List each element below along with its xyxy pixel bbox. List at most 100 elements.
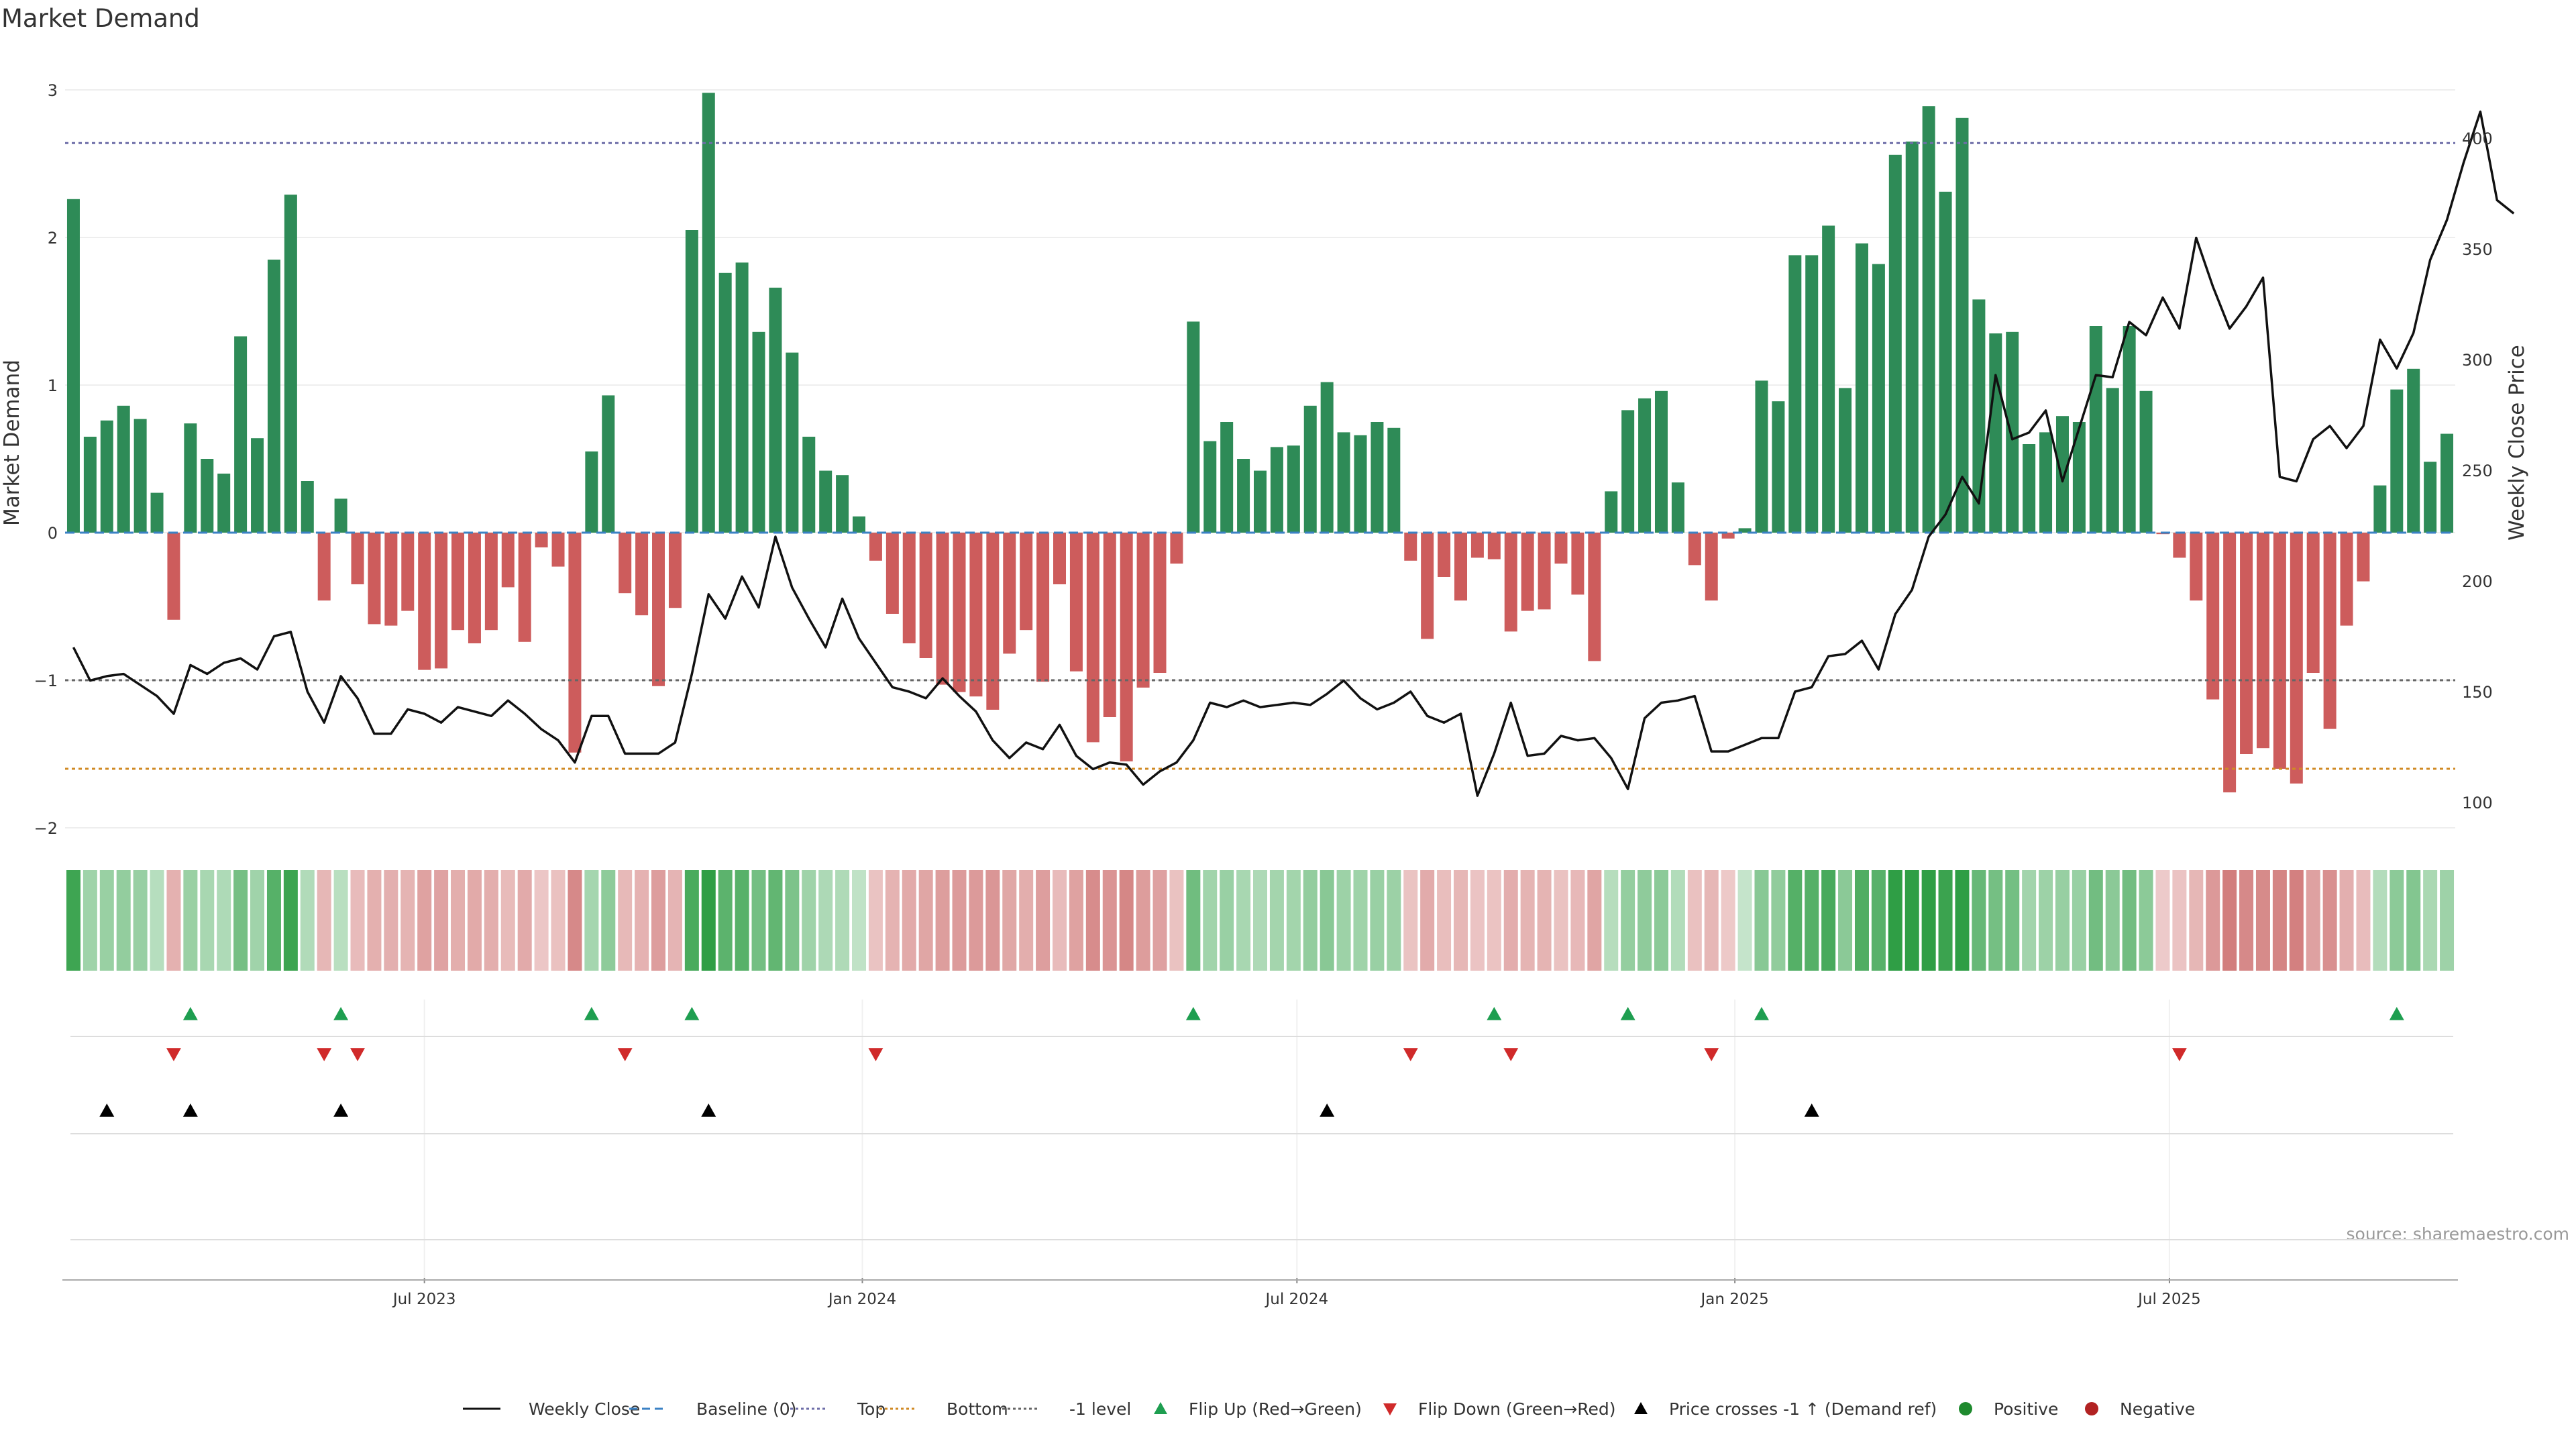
heat-cell	[183, 870, 198, 971]
demand-bar	[2273, 533, 2286, 769]
y2-tick-label: 150	[2462, 683, 2493, 702]
demand-bar	[150, 492, 164, 533]
demand-bar	[2072, 422, 2086, 533]
demand-bar	[301, 481, 314, 533]
demand-bar	[267, 260, 280, 533]
heat-cell	[1286, 870, 1301, 971]
demand-bar	[1588, 533, 1601, 661]
demand-bars	[66, 93, 2454, 793]
legend-label: Flip Down (Green→Red)	[1418, 1399, 1616, 1419]
demand-bar	[1571, 533, 1585, 595]
demand-bar	[568, 533, 582, 753]
x-tick-label: Jul 2024	[1265, 1291, 1329, 1308]
demand-bar	[2223, 533, 2237, 793]
heat-cell	[852, 870, 867, 971]
demand-bar	[885, 533, 899, 614]
demand-bar	[1772, 401, 1785, 533]
heat-cell	[2206, 870, 2220, 971]
demand-bar	[752, 331, 765, 533]
heat-cell	[1704, 870, 1719, 971]
legend-marker	[1634, 1402, 1648, 1414]
heat-cell	[350, 870, 365, 971]
demand-bar	[1671, 482, 1684, 533]
flip-up-marker	[182, 1007, 198, 1020]
heat-cell	[667, 870, 682, 971]
heat-cell	[969, 870, 983, 971]
demand-bar	[251, 438, 264, 533]
x-tick-label: Jan 2025	[1699, 1291, 1768, 1308]
demand-bar	[468, 533, 481, 643]
demand-bar	[2089, 326, 2102, 533]
heat-cell	[300, 870, 315, 971]
demand-bar	[853, 516, 866, 533]
heat-cell	[99, 870, 114, 971]
heat-cell	[1604, 870, 1619, 971]
heat-cell	[1002, 870, 1017, 971]
y-tick-label: 2	[48, 229, 58, 248]
demand-bar	[1438, 533, 1451, 577]
heat-cell	[384, 870, 398, 971]
demand-bar	[1905, 142, 1919, 533]
heat-cell	[116, 870, 131, 971]
demand-bar	[1705, 533, 1718, 601]
heat-cell	[2055, 870, 2070, 971]
heat-cell	[1470, 870, 1485, 971]
flip-up-marker	[684, 1007, 700, 1020]
heat-cell	[568, 870, 582, 971]
legend-label: Bottom	[947, 1399, 1008, 1419]
heat-cell	[2255, 870, 2270, 971]
heat-cell	[2423, 870, 2438, 971]
demand-bar	[953, 533, 966, 692]
heat-cell	[217, 870, 231, 971]
demand-bar	[986, 533, 1000, 710]
heat-cell	[283, 870, 298, 971]
demand-bar	[1404, 533, 1417, 561]
heat-cell	[2390, 870, 2404, 971]
demand-bar	[384, 533, 398, 626]
heat-cell	[1387, 870, 1401, 971]
legend-label: -1 level	[1069, 1399, 1131, 1419]
heat-cell	[1587, 870, 1602, 971]
heat-cell	[868, 870, 883, 971]
demand-bar	[1153, 533, 1167, 673]
heat-cell	[2406, 870, 2421, 971]
demand-bar	[117, 405, 130, 533]
demand-bar	[1638, 398, 1652, 533]
heat-cell	[1687, 870, 1702, 971]
heat-cell	[2105, 870, 2120, 971]
heat-cell	[233, 870, 248, 971]
heat-cell	[2005, 870, 2020, 971]
heat-cell	[735, 870, 749, 971]
demand-bar	[2440, 433, 2454, 533]
demand-bar	[1822, 225, 1835, 533]
heat-cell	[1854, 870, 1869, 971]
legend-marker	[1383, 1403, 1397, 1415]
heat-cell	[635, 870, 649, 971]
heat-cell	[2139, 870, 2153, 971]
demand-bar	[1354, 435, 1367, 533]
demand-bar	[2206, 533, 2220, 700]
heat-cell	[1253, 870, 1267, 971]
heat-cell	[1236, 870, 1251, 971]
heat-cell	[1186, 870, 1201, 971]
heat-cell	[2155, 870, 2170, 971]
heat-cell	[2306, 870, 2320, 971]
heat-cell	[1136, 870, 1150, 971]
demand-bar	[919, 533, 932, 658]
demand-bar	[100, 420, 113, 533]
heat-cell	[150, 870, 164, 971]
heat-cell	[1269, 870, 1284, 971]
demand-bar	[1371, 422, 1384, 533]
demand-bar	[1538, 533, 1551, 610]
demand-heat-strip	[66, 870, 2455, 971]
heat-cell	[952, 870, 967, 971]
demand-bar	[83, 437, 97, 533]
demand-bar	[501, 533, 515, 588]
demand-bar	[1187, 321, 1200, 533]
heat-cell	[200, 870, 215, 971]
price-cross-marker	[182, 1104, 198, 1117]
demand-bar	[2190, 533, 2203, 601]
demand-bar	[735, 262, 749, 533]
heat-cell	[1570, 870, 1585, 971]
y2-tick-label: 350	[2462, 240, 2493, 259]
